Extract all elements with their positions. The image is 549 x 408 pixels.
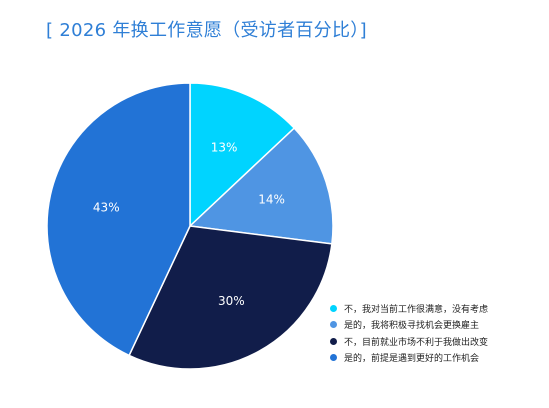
legend-swatch-1 bbox=[330, 304, 337, 312]
legend-label-1: 不，我对当前工作很满意，没有考虑 bbox=[344, 304, 489, 315]
chart-legend: 不，我对当前工作很满意，没有考虑 是的，我将积极寻找机会更换雇主 不，目前就业市场不… bbox=[330, 300, 545, 366]
legend-label-4: 是的，前提是遇到更好的工作机会 bbox=[344, 354, 480, 365]
legend-item-4: 是的，前提是遇到更好的工作机会 bbox=[330, 350, 545, 367]
pie-slice-1 bbox=[189, 82, 296, 228]
pie-slice-4-label: 43% bbox=[93, 200, 120, 214]
pie-slice-1-label: 13% bbox=[211, 140, 238, 154]
pie-slice-3 bbox=[128, 225, 333, 370]
pie-slice-2 bbox=[188, 127, 334, 245]
legend-item-1: 不，我对当前工作很满意，没有考虑 bbox=[330, 300, 545, 317]
legend-swatch-3 bbox=[330, 337, 337, 345]
pie-slice-2-label: 14% bbox=[258, 192, 285, 206]
pie-slice-4 bbox=[46, 82, 191, 357]
chart-title: [ 2026 年换工作意愿（受访者百分比）] bbox=[46, 20, 367, 41]
legend-swatch-4 bbox=[330, 354, 337, 362]
legend-label-3: 不，目前就业市场不利于我做出改变 bbox=[344, 337, 489, 348]
legend-swatch-2 bbox=[330, 321, 337, 329]
pie-slice-3-label: 30% bbox=[218, 294, 245, 308]
legend-item-3: 不，目前就业市场不利于我做出改变 bbox=[330, 333, 545, 350]
legend-label-2: 是的，我将积极寻找机会更换雇主 bbox=[344, 321, 480, 332]
legend-item-2: 是的，我将积极寻找机会更换雇主 bbox=[330, 317, 545, 334]
